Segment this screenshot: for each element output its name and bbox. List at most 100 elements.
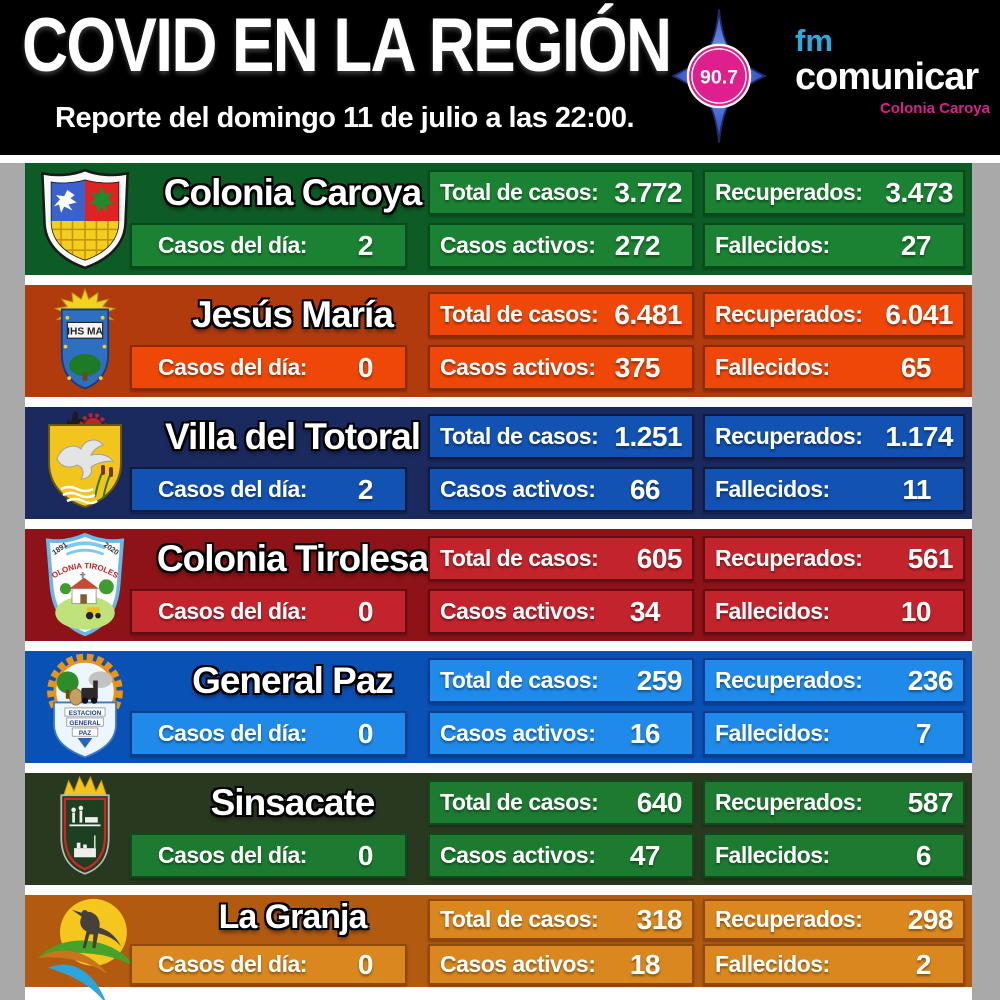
deceased-label: Fallecidos: bbox=[715, 842, 830, 868]
daily-cases-box: Casos del día: 0 bbox=[130, 944, 407, 985]
compass-star-icon: 90.7 bbox=[671, 9, 767, 143]
deceased-box: Fallecidos: 65 bbox=[703, 345, 965, 390]
active-cases-label: Casos activos: bbox=[440, 354, 596, 380]
total-cases-value: 6.481 bbox=[614, 298, 682, 330]
active-cases-box: Casos activos: 47 bbox=[428, 833, 694, 878]
recovered-value: 236 bbox=[907, 664, 954, 696]
recovered-label: Recuperados: bbox=[715, 301, 863, 327]
deceased-value: 27 bbox=[900, 229, 932, 261]
active-cases-label: Casos activos: bbox=[440, 598, 596, 624]
total-cases-box: Total de casos: 640 bbox=[428, 780, 694, 825]
total-cases-label: Total de casos: bbox=[440, 667, 599, 693]
active-cases-box: Casos activos: 272 bbox=[428, 223, 694, 268]
total-cases-label: Total de casos: bbox=[440, 545, 599, 571]
town-name: Jesús María bbox=[192, 294, 394, 335]
town-name: General Paz bbox=[192, 660, 394, 701]
daily-cases-label: Casos del día: bbox=[158, 598, 307, 624]
active-cases-value: 47 bbox=[629, 839, 661, 871]
active-cases-value: 272 bbox=[614, 229, 661, 261]
total-cases-box: Total de casos: 3.772 bbox=[428, 170, 694, 215]
active-cases-label: Casos activos: bbox=[440, 720, 596, 746]
town-name: Villa del Totoral bbox=[164, 416, 421, 457]
total-cases-value: 640 bbox=[636, 786, 683, 818]
recovered-box: Recuperados: 6.041 bbox=[703, 292, 965, 337]
daily-cases-value: 0 bbox=[357, 839, 374, 871]
daily-cases-value: 0 bbox=[357, 717, 374, 749]
recovered-label: Recuperados: bbox=[715, 423, 863, 449]
active-cases-box: Casos activos: 16 bbox=[428, 711, 694, 756]
crest-banner-line3: PAZ bbox=[79, 730, 91, 737]
deceased-label: Fallecidos: bbox=[715, 232, 830, 258]
total-cases-box: Total de casos: 6.481 bbox=[428, 292, 694, 337]
logo-name: comunicar bbox=[795, 56, 979, 98]
daily-cases-box: Casos del día: 0 bbox=[130, 345, 407, 390]
deceased-box: Fallecidos: 27 bbox=[703, 223, 965, 268]
row-sinsacate: Sinsacate Casos del día: 0 Total de casos… bbox=[25, 773, 972, 885]
row-general-paz: ESTACION GENERAL PAZ General Paz Casos d… bbox=[25, 651, 972, 763]
deceased-value: 65 bbox=[900, 351, 932, 383]
daily-cases-label: Casos del día: bbox=[158, 720, 307, 746]
total-cases-box: Total de casos: 605 bbox=[428, 536, 694, 581]
recovered-label: Recuperados: bbox=[715, 545, 863, 571]
deceased-value: 10 bbox=[900, 595, 932, 627]
total-cases-label: Total de casos: bbox=[440, 423, 599, 449]
daily-cases-value: 0 bbox=[357, 595, 374, 627]
active-cases-box: Casos activos: 66 bbox=[428, 467, 694, 512]
deceased-box: Fallecidos: 7 bbox=[703, 711, 965, 756]
active-cases-box: Casos activos: 34 bbox=[428, 589, 694, 634]
total-cases-box: Total de casos: 259 bbox=[428, 658, 694, 703]
daily-cases-box: Casos del día: 0 bbox=[130, 589, 407, 634]
recovered-value: 6.041 bbox=[885, 298, 953, 330]
recovered-value: 3.473 bbox=[885, 176, 953, 208]
row-jesus-maria: IHS MA Jesús María Casos del día: 0 Total… bbox=[25, 285, 972, 397]
active-cases-label: Casos activos: bbox=[440, 842, 596, 868]
total-cases-box: Total de casos: 1.251 bbox=[428, 414, 694, 459]
daily-cases-value: 2 bbox=[357, 473, 374, 505]
row-la-granja: La Granja Casos del día: 0 Total de casos… bbox=[25, 895, 972, 1000]
recovered-label: Recuperados: bbox=[715, 667, 863, 693]
daily-cases-label: Casos del día: bbox=[158, 842, 307, 868]
total-cases-value: 1.251 bbox=[614, 420, 682, 452]
active-cases-value: 375 bbox=[614, 351, 661, 383]
active-cases-value: 18 bbox=[629, 948, 661, 980]
recovered-label: Recuperados: bbox=[715, 179, 863, 205]
report-subtitle: Reporte del domingo 11 de julio a las 22… bbox=[55, 102, 635, 134]
row-colonia-tirolesa: 1891 2020 COLONIA TIROLESA Colonia Tirol… bbox=[25, 526, 972, 641]
recovered-label: Recuperados: bbox=[715, 906, 863, 932]
daily-cases-value: 0 bbox=[357, 351, 374, 383]
page-title: COVID EN LA REGIÓN bbox=[22, 3, 672, 88]
active-cases-value: 16 bbox=[629, 717, 661, 749]
logo-city: Colonia Caroya bbox=[879, 100, 990, 117]
row-villa-del-totoral: Villa del Totoral Casos del día: 2 Total … bbox=[25, 407, 972, 519]
deceased-label: Fallecidos: bbox=[715, 720, 830, 746]
recovered-box: Recuperados: 1.174 bbox=[703, 414, 965, 459]
crest-la-granja-icon bbox=[38, 898, 137, 1000]
recovered-box: Recuperados: 587 bbox=[703, 780, 965, 825]
town-name: Colonia Caroya bbox=[163, 172, 422, 213]
daily-cases-label: Casos del día: bbox=[158, 951, 307, 977]
left-gray-strip bbox=[0, 163, 25, 1000]
active-cases-label: Casos activos: bbox=[440, 951, 596, 977]
active-cases-value: 34 bbox=[629, 595, 661, 627]
total-cases-label: Total de casos: bbox=[440, 906, 599, 932]
header: COVID EN LA REGIÓN Reporte del domingo 1… bbox=[0, 0, 1000, 155]
deceased-label: Fallecidos: bbox=[715, 951, 830, 977]
total-cases-label: Total de casos: bbox=[440, 789, 599, 815]
daily-cases-box: Casos del día: 2 bbox=[130, 467, 407, 512]
daily-cases-label: Casos del día: bbox=[158, 354, 307, 380]
radio-station-logo: 90.7 fm comunicar Colonia Caroya bbox=[660, 5, 995, 150]
crest-colonia-tirolesa-icon: 1891 2020 COLONIA TIROLESA bbox=[36, 526, 125, 637]
recovered-box: Recuperados: 298 bbox=[703, 899, 965, 940]
total-cases-box: Total de casos: 318 bbox=[428, 899, 694, 940]
total-cases-value: 259 bbox=[636, 664, 683, 696]
crest-jesus-maria-icon: IHS MA bbox=[53, 287, 117, 390]
crest-banner-line2: GENERAL bbox=[69, 720, 100, 727]
deceased-value: 2 bbox=[915, 948, 932, 980]
deceased-value: 11 bbox=[902, 473, 931, 505]
crest-colonia-caroya-icon bbox=[40, 168, 130, 270]
daily-cases-label: Casos del día: bbox=[158, 476, 307, 502]
recovered-box: Recuperados: 3.473 bbox=[703, 170, 965, 215]
town-name: La Granja bbox=[218, 897, 368, 936]
active-cases-box: Casos activos: 18 bbox=[428, 944, 694, 985]
